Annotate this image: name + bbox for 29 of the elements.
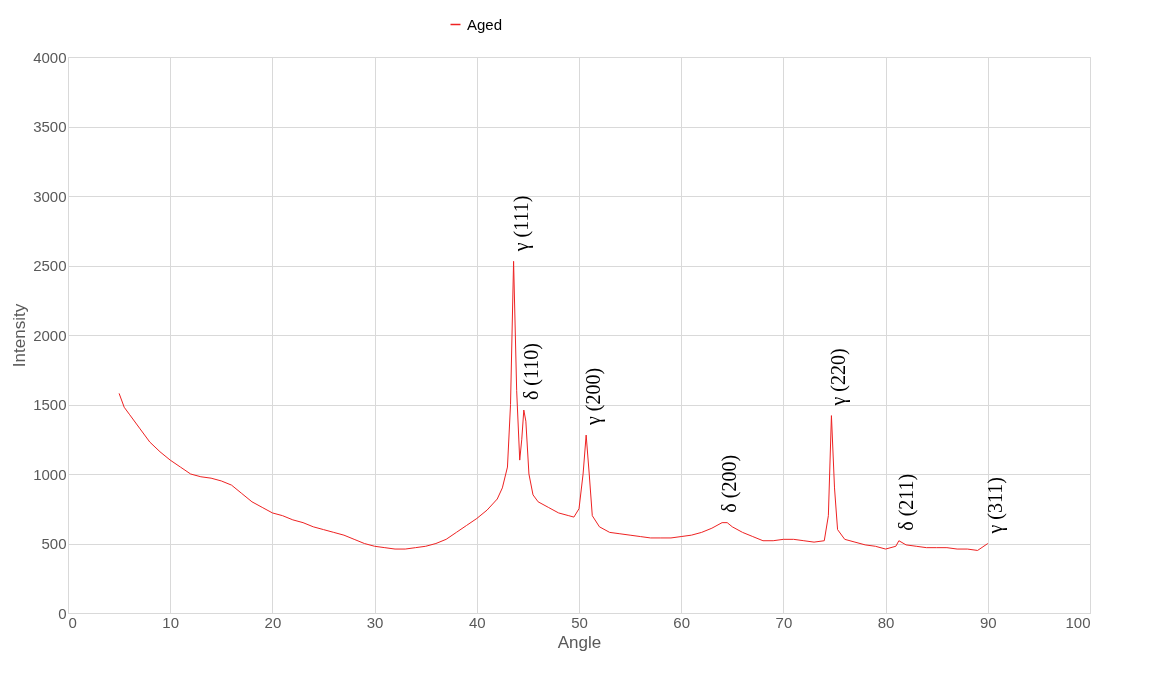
annotation: δ (211) — [894, 473, 918, 531]
annotation: γ (311) — [983, 477, 1007, 535]
x-tick-label: 40 — [468, 613, 486, 631]
annotation: γ (200) — [582, 367, 606, 427]
x-tick-label: 50 — [571, 613, 588, 631]
annotation: γ (220) — [827, 348, 851, 407]
x-tick-label: 20 — [264, 613, 282, 631]
y-axis-title: Intensity — [10, 303, 30, 368]
y-tick-label: 3500 — [33, 118, 67, 135]
x-axis-title: Angle — [557, 632, 602, 652]
annotation: δ (200) — [718, 454, 742, 513]
line-series — [118, 260, 989, 551]
annotation: γ (111) — [509, 195, 533, 253]
x-tick-label: 10 — [162, 613, 180, 631]
y-tick-label: 1500 — [33, 396, 67, 413]
x-tick-label: 80 — [877, 613, 895, 631]
x-tick-label: 30 — [366, 613, 384, 631]
y-tick-label: 2000 — [33, 326, 67, 344]
y-tick-label: 4000 — [33, 48, 67, 66]
x-tick-label: 100 — [1065, 613, 1091, 631]
y-tick-label: 2500 — [33, 257, 67, 274]
y-tick-label: 3000 — [33, 187, 67, 205]
legend-label: Aged — [467, 15, 503, 33]
x-tick-label: 60 — [673, 613, 691, 631]
x-tick-label: 90 — [979, 613, 997, 631]
annotation: δ (110) — [519, 343, 543, 401]
x-tick-label: 70 — [775, 613, 793, 631]
y-tick-label: 500 — [41, 535, 67, 552]
y-tick-label: 1000 — [33, 465, 67, 483]
